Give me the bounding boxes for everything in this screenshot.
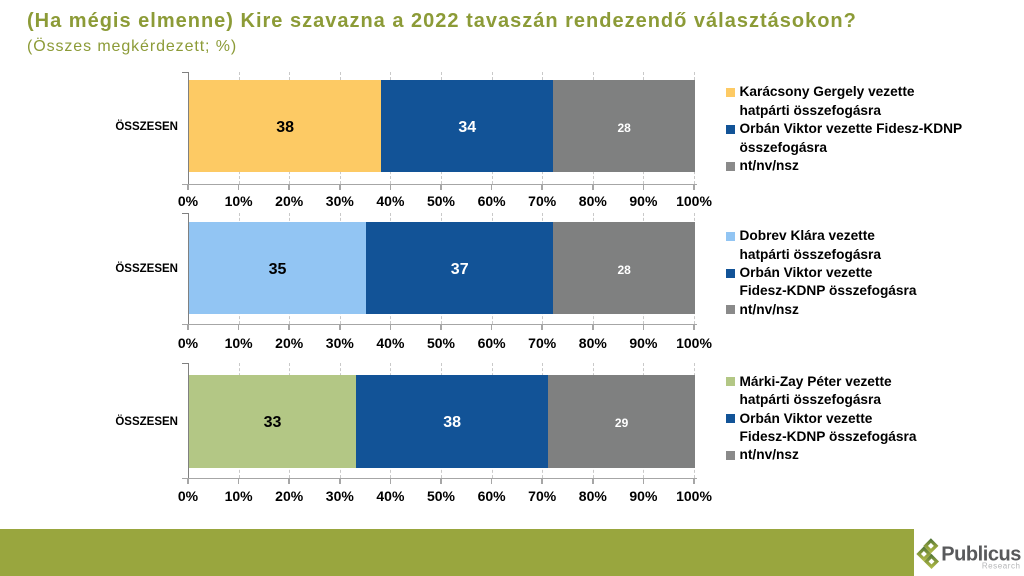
- svg-text:Publicus: Publicus: [941, 544, 1021, 566]
- svg-text:Research: Research: [982, 562, 1021, 571]
